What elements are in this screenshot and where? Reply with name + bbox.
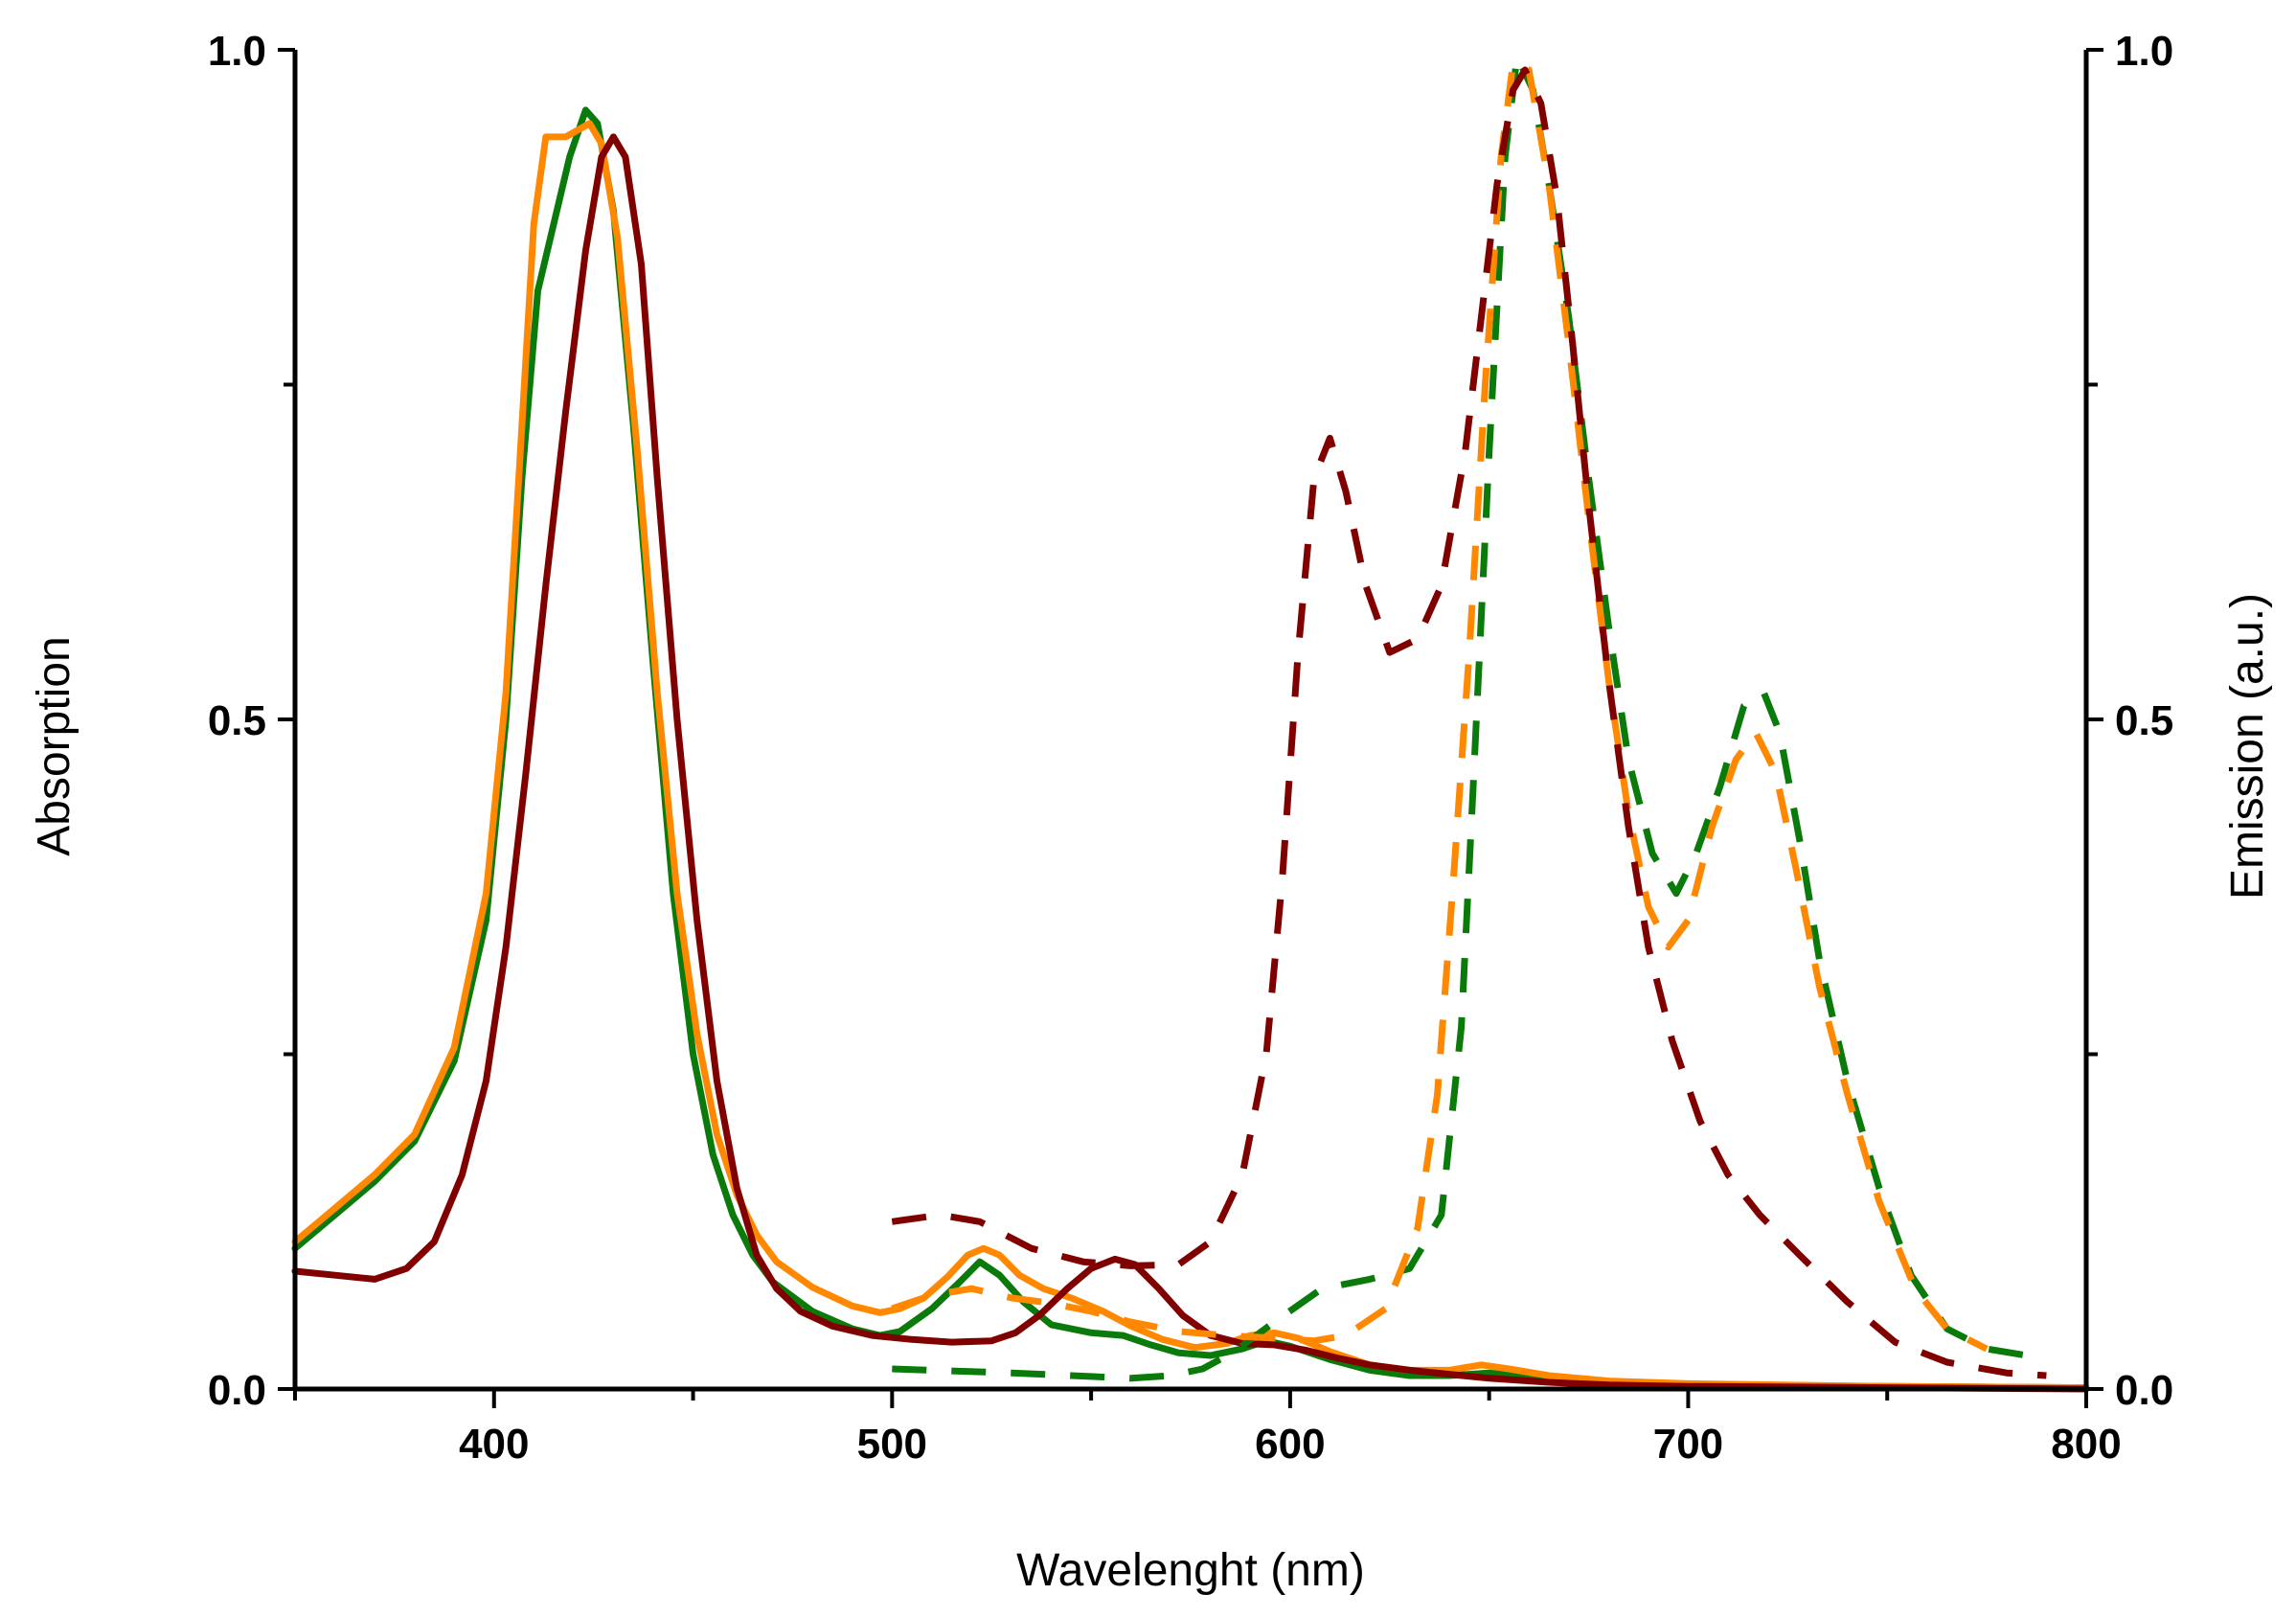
series-line-darkred-emission xyxy=(891,66,2047,1379)
series-line-orange-emission xyxy=(891,59,1989,1353)
x-axis-title: Wavelenght (nm) xyxy=(1016,1545,1365,1596)
series-line-darkred-absorption xyxy=(291,133,2090,1393)
y-tick-label-1.0: 1.0 xyxy=(208,28,266,75)
y2-tick-label-0.0: 0.0 xyxy=(2115,1367,2173,1414)
y2-tick-label-1.0: 1.0 xyxy=(2115,28,2173,75)
y-tick-label-0.0: 0.0 xyxy=(208,1367,266,1414)
ticks-layer: 400 500 600 700 800 0.0 0.5 1.0 0.0 0.5 1.0 xyxy=(208,28,2173,1468)
y-tick-label-0.5: 0.5 xyxy=(208,697,266,744)
y-axis-title: Absorption xyxy=(29,636,80,855)
series-layer xyxy=(291,53,2090,1393)
x-tick-label-600: 600 xyxy=(1255,1421,1325,1468)
x-tick-label-700: 700 xyxy=(1653,1421,1723,1468)
x-tick-label-800: 800 xyxy=(2051,1421,2121,1468)
series-line-green-absorption xyxy=(291,106,2090,1392)
x-tick-label-500: 500 xyxy=(857,1421,927,1468)
y2-axis-title: Emission (a.u.) xyxy=(2222,593,2273,900)
x-tick-label-400: 400 xyxy=(459,1421,529,1468)
y2-tick-label-0.5: 0.5 xyxy=(2115,697,2173,744)
